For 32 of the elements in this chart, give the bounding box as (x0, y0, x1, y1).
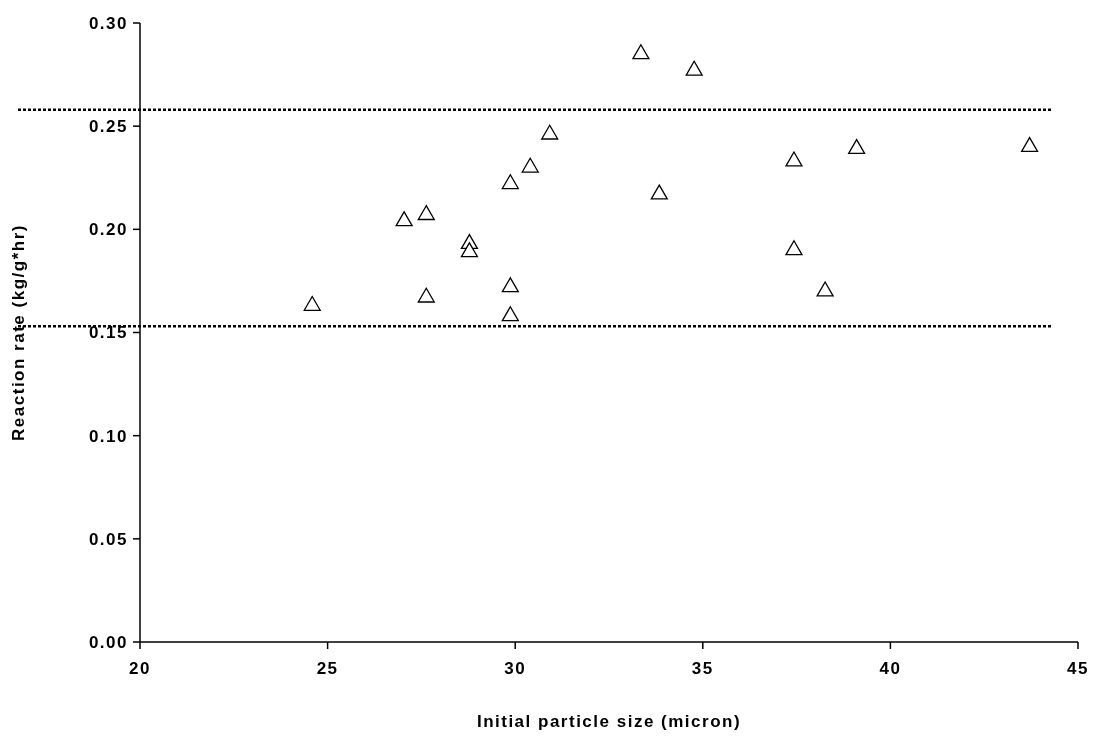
y-tick-label: 0.30 (88, 13, 128, 33)
point (632, 44, 650, 60)
point (395, 211, 413, 227)
point (541, 124, 559, 140)
point (521, 157, 539, 173)
point (816, 281, 834, 297)
x-axis-title: Initial particle size (micron) (476, 712, 742, 731)
point (501, 306, 519, 322)
x-tick-label: 40 (879, 659, 902, 678)
point (501, 277, 519, 293)
point (848, 139, 866, 155)
y-tick-label: 0.00 (88, 632, 128, 652)
y-tick-label: 0.05 (88, 529, 128, 549)
point (460, 242, 479, 258)
x-tick-label: 30 (504, 659, 527, 678)
point (785, 240, 803, 256)
y-tick-label: 0.25 (88, 117, 128, 137)
point (650, 184, 668, 200)
point (303, 295, 321, 311)
x-tick-label: 25 (316, 659, 339, 678)
point (685, 60, 703, 76)
point (417, 287, 435, 303)
point (501, 174, 519, 190)
y-tick-label: 0.10 (88, 426, 128, 446)
point (785, 151, 803, 167)
y-axis-title: Reaction rate (kg/g*hr) (9, 224, 28, 441)
point (1020, 136, 1039, 153)
x-tick-label: 45 (1067, 659, 1089, 678)
point (417, 205, 435, 221)
y-tick-label: 0.20 (88, 220, 128, 240)
x-tick-label: 20 (129, 659, 151, 678)
x-tick-label: 35 (691, 659, 714, 678)
